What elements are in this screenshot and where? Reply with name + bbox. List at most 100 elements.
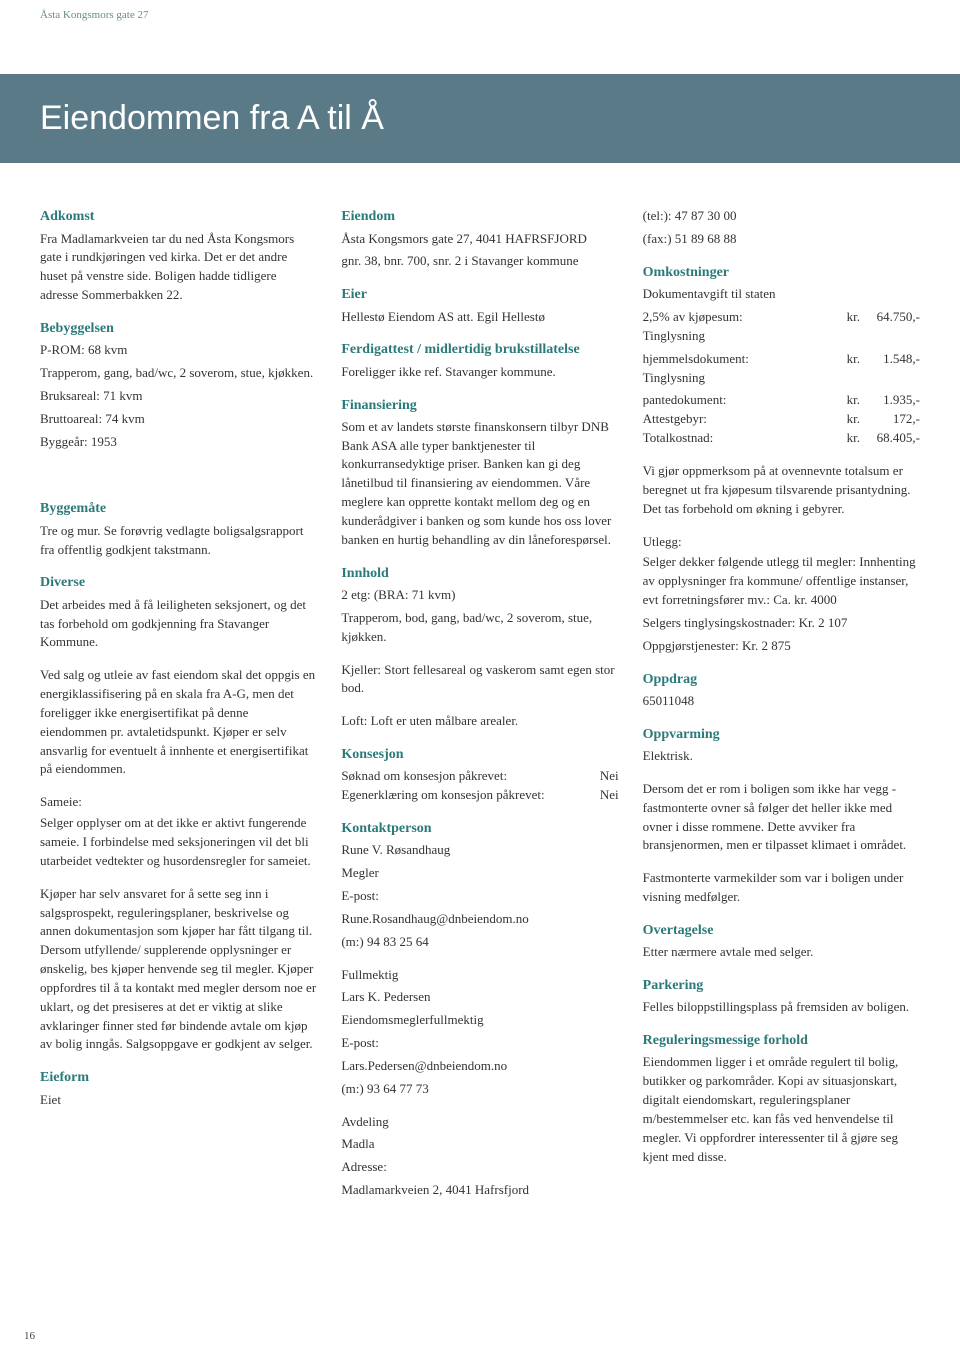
kontakt-title: Megler [341,864,618,883]
text-ferdigattest: Foreligger ikke ref. Stavanger kommune. [341,363,618,382]
cost-row: 2,5% av kjøpesum:kr.64.750,- [643,308,920,327]
text-eieform: Eiet [40,1091,317,1110]
page-number: 16 [24,1329,35,1345]
text-bebyggelsen-3: Bruksareal: 71 kvm [40,387,317,406]
cost-currency: kr. [832,429,860,448]
cost-currency: kr. [832,308,860,327]
text-eiendom-2: gnr. 38, bnr. 700, snr. 2 i Stavanger ko… [341,252,618,271]
oppvarming-2: Dersom det er rom i boligen som ikke har… [643,780,920,855]
konsesjon-label-2: Egenerklæring om konsesjon påkrevet: [341,786,544,805]
heading-adkomst: Adkomst [40,207,317,227]
cost-row: pantedokument:kr.1.935,- [643,391,920,410]
fullmektig-mobile: (m:) 93 64 77 73 [341,1080,618,1099]
text-bebyggelsen-1: P-ROM: 68 kvm [40,341,317,360]
text-regulering: Eiendommen ligger i et område regulert t… [643,1053,920,1166]
konsesjon-row-1: Søknad om konsesjon påkrevet: Nei [341,767,618,786]
text-innhold-3: Kjeller: Stort fellesareal og vaskerom s… [341,661,618,699]
fax-line: (fax:) 51 89 68 88 [643,230,920,249]
omkost-note: Vi gjør oppmerksom på at ovennevnte tota… [643,462,920,519]
page-header: Åsta Kongsmors gate 27 [0,0,960,24]
fullmektig-email: Lars.Pedersen@dnbeiendom.no [341,1057,618,1076]
fullmektig-title: Eiendomsmeglerfullmektig [341,1011,618,1030]
heading-overtagelse: Overtagelse [643,921,920,941]
cost-value: 172,- [860,410,920,429]
heading-byggemate: Byggemåte [40,499,317,519]
heading-konsesjon: Konsesjon [341,745,618,765]
cost-currency: kr. [832,391,860,410]
text-bebyggelsen-4: Bruttoareal: 74 kvm [40,410,317,429]
text-adkomst: Fra Madlamarkveien tar du ned Åsta Kongs… [40,230,317,305]
cost-value: 68.405,- [860,429,920,448]
cost-row: hjemmelsdokument:kr.1.548,- [643,350,920,369]
cost-label: Totalkostnad: [643,429,832,448]
heading-eiendom: Eiendom [341,207,618,227]
text-sameie: Selger opplyser om at det ikke er aktivt… [40,814,317,871]
text-diverse-2: Ved salg og utleie av fast eiendom skal … [40,666,317,779]
oppvarming-1: Elektrisk. [643,747,920,766]
avdeling-adresse-label: Adresse: [341,1158,618,1177]
heading-ferdigattest: Ferdigattest / midlertidig brukstillatel… [341,340,618,360]
cost-value: 64.750,- [860,308,920,327]
kontakt-epost-label: E-post: [341,887,618,906]
text-oppdrag: 65011048 [643,692,920,711]
cost-table: 2,5% av kjøpesum:kr.64.750,-Tinglysningh… [643,308,920,448]
column-2: Eiendom Åsta Kongsmors gate 27, 4041 HAF… [341,193,618,1204]
oppvarming-3: Fastmonterte varmekilder som var i bolig… [643,869,920,907]
heading-eieform: Eieform [40,1068,317,1088]
text-byggemate: Tre og mur. Se forøvrig vedlagte boligsa… [40,522,317,560]
text-eier: Hellestø Eiendom AS att. Egil Hellestø [341,308,618,327]
heading-parkering: Parkering [643,976,920,996]
kontakt-mobile: (m:) 94 83 25 64 [341,933,618,952]
heading-bebyggelsen: Bebyggelsen [40,319,317,339]
kontakt-name: Rune V. Røsandhaug [341,841,618,860]
cost-row: Attestgebyr:kr.172,- [643,410,920,429]
tel-line: (tel:): 47 87 30 00 [643,207,920,226]
kontakt-email: Rune.Rosandhaug@dnbeiendom.no [341,910,618,929]
avdeling-name: Madla [341,1135,618,1154]
header-text: Åsta Kongsmors gate 27 [40,9,148,21]
text-bebyggelsen-5: Byggeår: 1953 [40,433,317,452]
konsesjon-label-1: Søknad om konsesjon påkrevet: [341,767,507,786]
cost-value: 1.548,- [860,350,920,369]
cost-row: Totalkostnad:kr.68.405,- [643,429,920,448]
text-eiendom-1: Åsta Kongsmors gate 27, 4041 HAFRSFJORD [341,230,618,249]
konsesjon-val-2: Nei [600,786,619,805]
text-diverse-3: Kjøper har selv ansvaret for å sette seg… [40,885,317,1055]
column-3: (tel:): 47 87 30 00 (fax:) 51 89 68 88 O… [643,193,920,1204]
heading-kontaktperson: Kontaktperson [341,819,618,839]
utlegg-2: Selgers tinglysingskostnader: Kr. 2 107 [643,614,920,633]
konsesjon-val-1: Nei [600,767,619,786]
heading-oppdrag: Oppdrag [643,670,920,690]
cost-label-wrap: Tinglysning [643,369,920,388]
text-diverse-1: Det arbeides med å få leiligheten seksjo… [40,596,317,653]
content-columns: Adkomst Fra Madlamarkveien tar du ned Ås… [0,163,960,1224]
text-innhold-2: Trapperom, bod, gang, bad/wc, 2 soverom,… [341,609,618,647]
heading-innhold: Innhold [341,564,618,584]
heading-diverse: Diverse [40,573,317,593]
heading-regulering: Reguleringsmessige forhold [643,1031,920,1051]
heading-eier: Eier [341,285,618,305]
omkost-intro: Dokumentavgift til staten [643,285,920,304]
text-parkering: Felles biloppstillingsplass på fremsiden… [643,998,920,1017]
heading-oppvarming: Oppvarming [643,725,920,745]
text-innhold-1: 2 etg: (BRA: 71 kvm) [341,586,618,605]
utlegg-1: Selger dekker følgende utlegg til megler… [643,553,920,610]
column-1: Adkomst Fra Madlamarkveien tar du ned Ås… [40,193,317,1204]
page-title: Eiendommen fra A til Å [40,99,384,137]
text-overtagelse: Etter nærmere avtale med selger. [643,943,920,962]
fullmektig-name: Lars K. Pedersen [341,988,618,1007]
heading-finansiering: Finansiering [341,396,618,416]
cost-label: 2,5% av kjøpesum: [643,308,832,327]
avdeling-label: Avdeling [341,1113,618,1132]
subheading-sameie: Sameie: [40,793,317,812]
cost-currency: kr. [832,350,860,369]
fullmektig-epost-label: E-post: [341,1034,618,1053]
cost-value: 1.935,- [860,391,920,410]
subheading-utlegg: Utlegg: [643,533,920,552]
konsesjon-row-2: Egenerklæring om konsesjon påkrevet: Nei [341,786,618,805]
avdeling-adresse: Madlamarkveien 2, 4041 Hafrsfjord [341,1181,618,1200]
cost-label: hjemmelsdokument: [643,350,832,369]
heading-omkostninger: Omkostninger [643,263,920,283]
utlegg-3: Oppgjørstjenester: Kr. 2 875 [643,637,920,656]
text-finansiering: Som et av landets største finanskonsern … [341,418,618,550]
